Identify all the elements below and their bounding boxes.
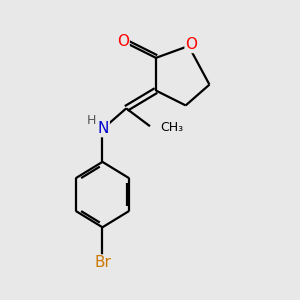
Text: Br: Br xyxy=(94,255,111,270)
Text: O: O xyxy=(186,37,198,52)
Text: N: N xyxy=(98,121,109,136)
Text: O: O xyxy=(117,34,129,49)
Text: H: H xyxy=(86,114,96,128)
Text: CH₃: CH₃ xyxy=(160,121,184,134)
